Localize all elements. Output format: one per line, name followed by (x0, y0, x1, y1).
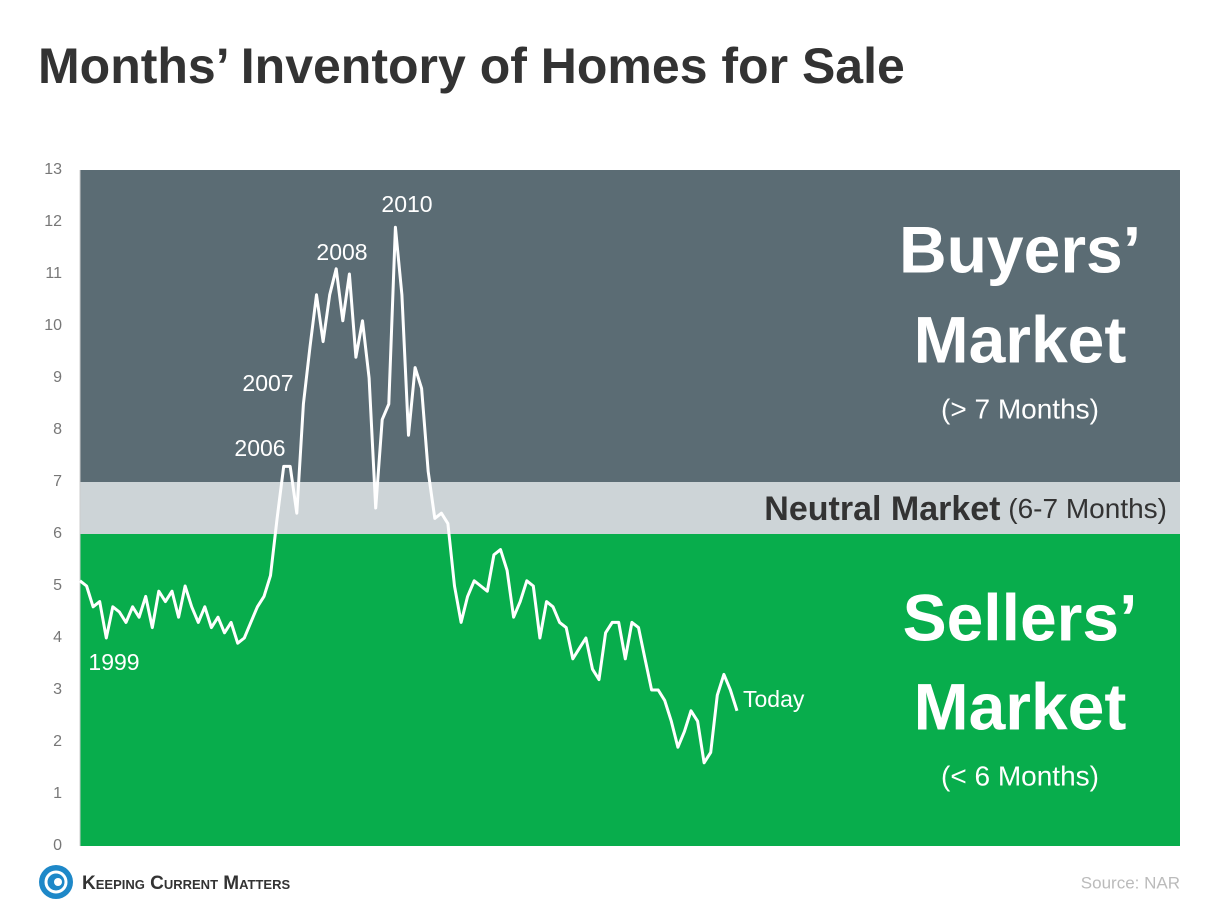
y-tick-label: 6 (53, 525, 62, 542)
y-tick-label: 2 (53, 733, 62, 750)
neutral-sublabel: (6-7 Months) (1008, 493, 1167, 524)
band-label: Buyers’ (899, 212, 1141, 286)
y-tick-label: 3 (53, 681, 62, 698)
neutral-label-space (1001, 493, 1009, 524)
market-band (80, 482, 1180, 534)
y-tick-label: 11 (45, 265, 62, 282)
band-label: Sellers’ (903, 580, 1138, 654)
y-tick-label: 10 (44, 317, 62, 334)
chart-title: Months’ Inventory of Homes for Sale (38, 38, 905, 94)
neutral-label: Neutral Market (6-7 Months) (764, 490, 1167, 528)
market-band (80, 170, 1180, 482)
y-tick-label: 8 (53, 421, 62, 438)
y-tick-label: 1 (53, 785, 62, 802)
annotation: 2010 (381, 191, 432, 217)
band-label: Market (914, 669, 1127, 743)
source: Source: NAR (1081, 873, 1180, 892)
y-tick-label: 12 (44, 213, 62, 230)
y-tick-label: 13 (44, 161, 62, 178)
annotation: 2008 (316, 239, 367, 265)
annotation: 2007 (242, 370, 293, 396)
y-tick-label: 4 (53, 629, 62, 646)
annotation: 2006 (234, 435, 285, 461)
annotation: Today (743, 686, 805, 712)
y-tick-label: 9 (53, 369, 62, 386)
y-tick-label: 7 (53, 473, 62, 490)
neutral-label-main: Neutral Market (764, 490, 1000, 528)
y-tick-label: 5 (53, 577, 62, 594)
market-band (80, 534, 1180, 846)
y-tick-label: 0 (53, 837, 62, 854)
annotation: 1999 (88, 649, 139, 675)
band-label: Market (914, 302, 1127, 376)
band-sublabel: (< 6 Months) (941, 760, 1099, 791)
logo-icon (39, 865, 73, 899)
band-sublabel: (> 7 Months) (941, 393, 1099, 424)
inventory-line (79, 225, 739, 765)
logo-text: Keeping Current Matters (82, 873, 290, 894)
